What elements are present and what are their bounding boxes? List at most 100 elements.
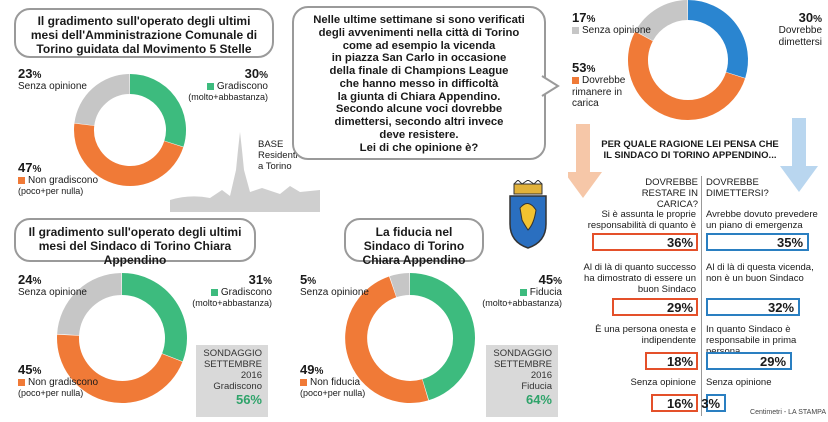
donut-slice-fiducia (409, 273, 475, 401)
question-line-1: Nelle ultime settimane si sono verificat… (313, 14, 525, 26)
resign-bar-4: 3% (701, 394, 726, 412)
resign-val-4: 3% (701, 395, 720, 411)
stay-reason-4: Senza opinione (630, 377, 697, 388)
q3-green-note: (molto+abbastanza) (482, 297, 562, 308)
q1-green-name: Gradiscono (216, 81, 268, 92)
question-line-11: Lei di che opinione è? (359, 141, 479, 154)
q2-survey-label: Gradiscono (213, 380, 262, 392)
question-line-10: deve resistere. (379, 128, 459, 141)
q3-survey-box: SONDAGGIO SETTEMBRE 2016 Fiducia 64% (486, 345, 558, 417)
donut-slice-non-gradiscono (57, 334, 183, 403)
q4-orange-name: Dovrebbe rimanere in carica (572, 75, 626, 109)
resign-val-2: 32% (767, 299, 794, 315)
arrow-resign (780, 118, 818, 192)
stay-val-2: 29% (666, 299, 693, 315)
q4-gray-name: Senza opinione (582, 25, 651, 36)
q3-title-bubble: La fiducia nel Sindaco di Torino Chiara … (344, 218, 484, 267)
q4-orange-value: 53 (572, 60, 587, 75)
question-line-6: che hanno messo in difficoltà (339, 77, 499, 90)
q1-orange-label: 47% Non gradiscono (poco+per nulla) (18, 160, 118, 196)
donut-slice-senza-opinione (74, 74, 131, 127)
question-line-2: degli avvenimenti nella città di Torino (318, 26, 520, 39)
q3-survey-value: 64% (525, 391, 552, 407)
question-line-4: in piazza San Carlo in occasione (331, 52, 507, 65)
question-line-7: la giunta di Chiara Appendino. (337, 90, 501, 103)
q2-green-name: Gradiscono (220, 287, 272, 298)
q1-title: Il gradimento sull'operato degli ultimi … (30, 14, 258, 57)
q1-gray-name: Senza opinione (18, 81, 87, 92)
question-bubble: Nelle ultime settimane si sono verificat… (292, 6, 546, 160)
turin-skyline (170, 132, 320, 212)
q3-green-label: 45% Fiducia (molto+abbastanza) (470, 272, 562, 308)
col-divider (701, 176, 702, 416)
reason-title: PER QUALE RAGIONE LEI PENSA CHE IL SINDA… (601, 139, 779, 161)
resign-bar-3: 29% (706, 352, 792, 370)
donut-slice-non-fiducia (345, 276, 429, 403)
q1-green-note: (molto+abbastanza) (188, 91, 268, 102)
arrow-stay (568, 124, 602, 198)
col-stay-header: DOVREBBE RESTARE IN CARICA? (641, 177, 698, 210)
donut-slice-dovrebbe-rimanere-in-carica (628, 31, 746, 121)
q3-gray-value: 5 (300, 272, 308, 287)
donut-slice-senza-opinione (635, 0, 689, 42)
donut-slice-dovrebbe-dimettersi (687, 0, 748, 78)
q3-green-name: Fiducia (529, 287, 562, 298)
q1-orange-value: 47 (18, 160, 33, 175)
q2-green-note: (molto+abbastanza) (192, 297, 272, 308)
donut-slice-senza-opinione (57, 273, 123, 336)
resign-reason-4: Senza opinione (706, 377, 772, 388)
q2-orange-name: Non gradiscono (28, 377, 99, 388)
resign-reason-2: Al di là di questa vicenda, non è un buo… (706, 262, 814, 284)
q2-title: Il gradimento sull'operato degli ultimi … (28, 225, 242, 268)
q2-orange-value: 45 (18, 362, 33, 377)
stay-reason-3: È una persona onesta e indipendente (595, 324, 696, 346)
stay-val-4: 16% (666, 395, 693, 411)
donut-slice-gradiscono (121, 273, 187, 362)
resign-bar-2: 32% (706, 298, 800, 316)
stay-val-1: 36% (666, 234, 693, 250)
q3-orange-value: 49 (300, 362, 315, 377)
q3-gray-label: 5% Senza opinione (300, 272, 369, 298)
stay-bar-2: 29% (612, 298, 698, 316)
stay-bar-4: 16% (651, 394, 698, 412)
col-resign-header: DOVREBBE DIMETTERSI? (706, 177, 769, 199)
q2-gray-value: 24 (18, 272, 33, 287)
q2-survey-box: SONDAGGIO SETTEMBRE 2016 Gradiscono 56% (196, 345, 268, 417)
q1-gray-label: 23% Senza opinione (18, 66, 98, 93)
base-line-3: a Torino (258, 160, 292, 172)
question-line-8: Secondo alcune voci dovrebbe (335, 103, 503, 116)
q1-green-label: 30% Gradiscono (molto+abbastanza) (180, 66, 268, 102)
q2-title-bubble: Il gradimento sull'operato degli ultimi … (14, 218, 256, 267)
q2-gray-name: Senza opinione (18, 287, 87, 298)
stay-reason-2: Al di là di quanto successo ha dimostrat… (583, 262, 696, 295)
q1-gray-value: 23 (18, 66, 33, 81)
q4-blue-name: Dovrebbe dimettersi (778, 25, 822, 48)
base-line-1: BASE (258, 139, 284, 150)
q3-gray-name: Senza opinione (300, 287, 369, 298)
q3-orange-note: (poco+per nulla) (300, 387, 366, 398)
donut-slice-gradiscono (129, 74, 186, 147)
q2-survey-value: 56% (235, 391, 262, 407)
q1-green-value: 30 (244, 66, 260, 81)
resign-reason-1: Avrebbe dovuto prevedere un piano di eme… (706, 209, 818, 231)
stay-bar-1: 36% (592, 233, 698, 251)
q3-green-value: 45 (538, 272, 554, 287)
q2-orange-label: 45% Non gradiscono (poco+per nulla) (18, 362, 118, 398)
q4-gray-label: 17% Senza opinione (572, 10, 651, 36)
q1-orange-name: Non gradiscono (28, 175, 99, 186)
turin-crest-icon (509, 180, 547, 249)
q4-blue-label: 30% Dovrebbe dimettersi (752, 10, 822, 48)
base-label: BASE Residenti a Torino (258, 139, 318, 173)
donut-slice-non-gradiscono (74, 123, 184, 186)
q2-green-value: 31 (248, 272, 264, 287)
q2-orange-note: (poco+per nulla) (18, 387, 84, 398)
question-line-5: della finale di Champions League (329, 65, 509, 77)
q4-orange-label: 53% Dovrebbe rimanere in carica (572, 60, 626, 109)
q3-orange-label: 49% Non fiducia (poco+per nulla) (300, 362, 390, 398)
question-line-3: come ad esempio la vicenda (342, 39, 496, 52)
resign-val-1: 35% (776, 234, 803, 250)
base-line-2: Residenti (258, 149, 298, 161)
